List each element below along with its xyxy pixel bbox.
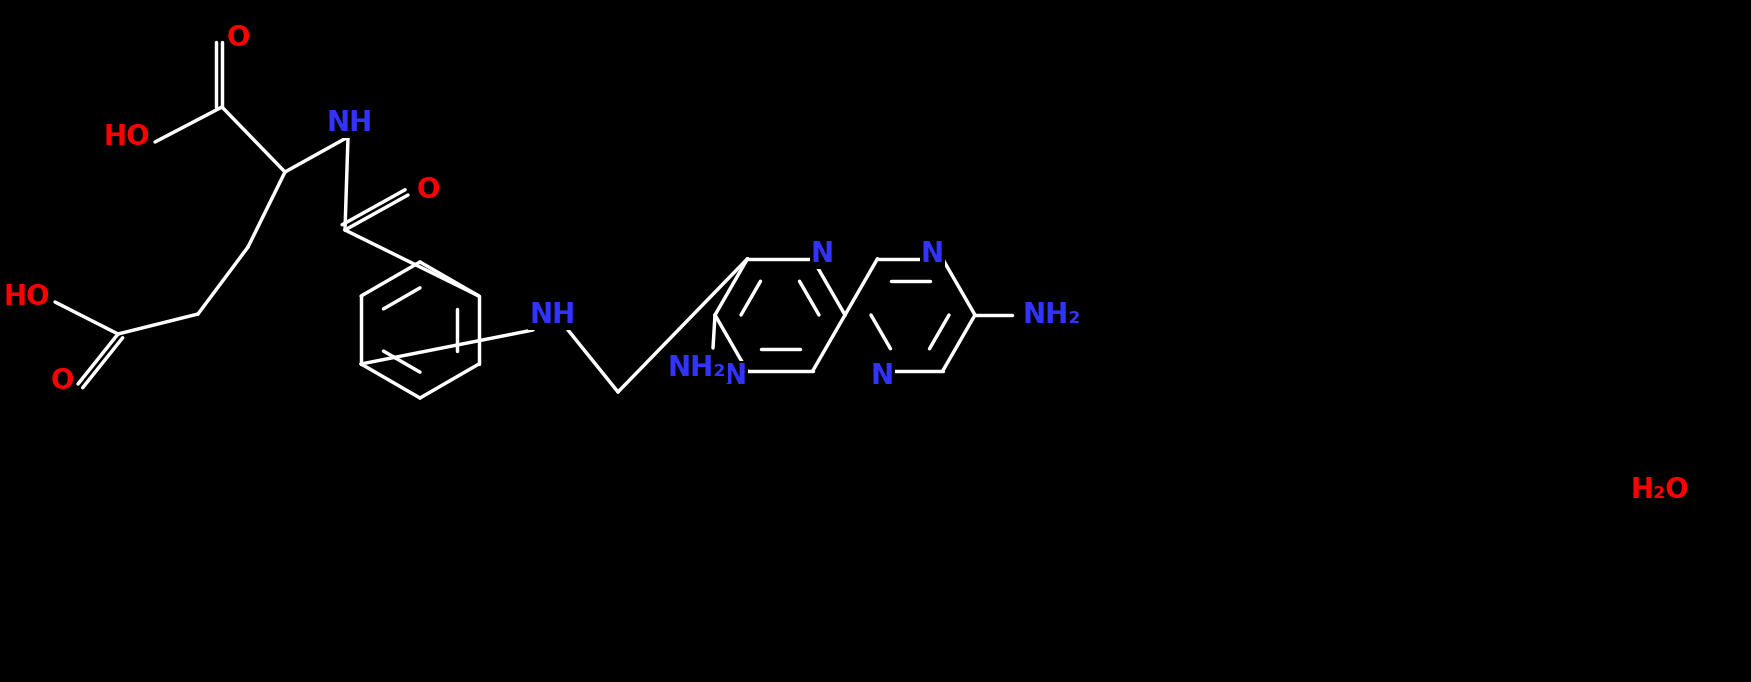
Text: NH₂: NH₂ bbox=[1023, 301, 1080, 329]
Text: O: O bbox=[51, 367, 74, 395]
Text: N: N bbox=[723, 362, 748, 390]
Text: N: N bbox=[921, 239, 944, 268]
Text: HO: HO bbox=[4, 283, 51, 311]
Text: O: O bbox=[226, 24, 250, 52]
Text: NH: NH bbox=[327, 109, 373, 137]
Text: HO: HO bbox=[103, 123, 151, 151]
Text: O: O bbox=[417, 176, 440, 204]
Text: N: N bbox=[870, 362, 895, 390]
Text: NH₂: NH₂ bbox=[667, 354, 727, 382]
Text: H₂O: H₂O bbox=[1630, 476, 1690, 504]
Text: NH: NH bbox=[531, 301, 576, 329]
Text: N: N bbox=[811, 239, 833, 268]
